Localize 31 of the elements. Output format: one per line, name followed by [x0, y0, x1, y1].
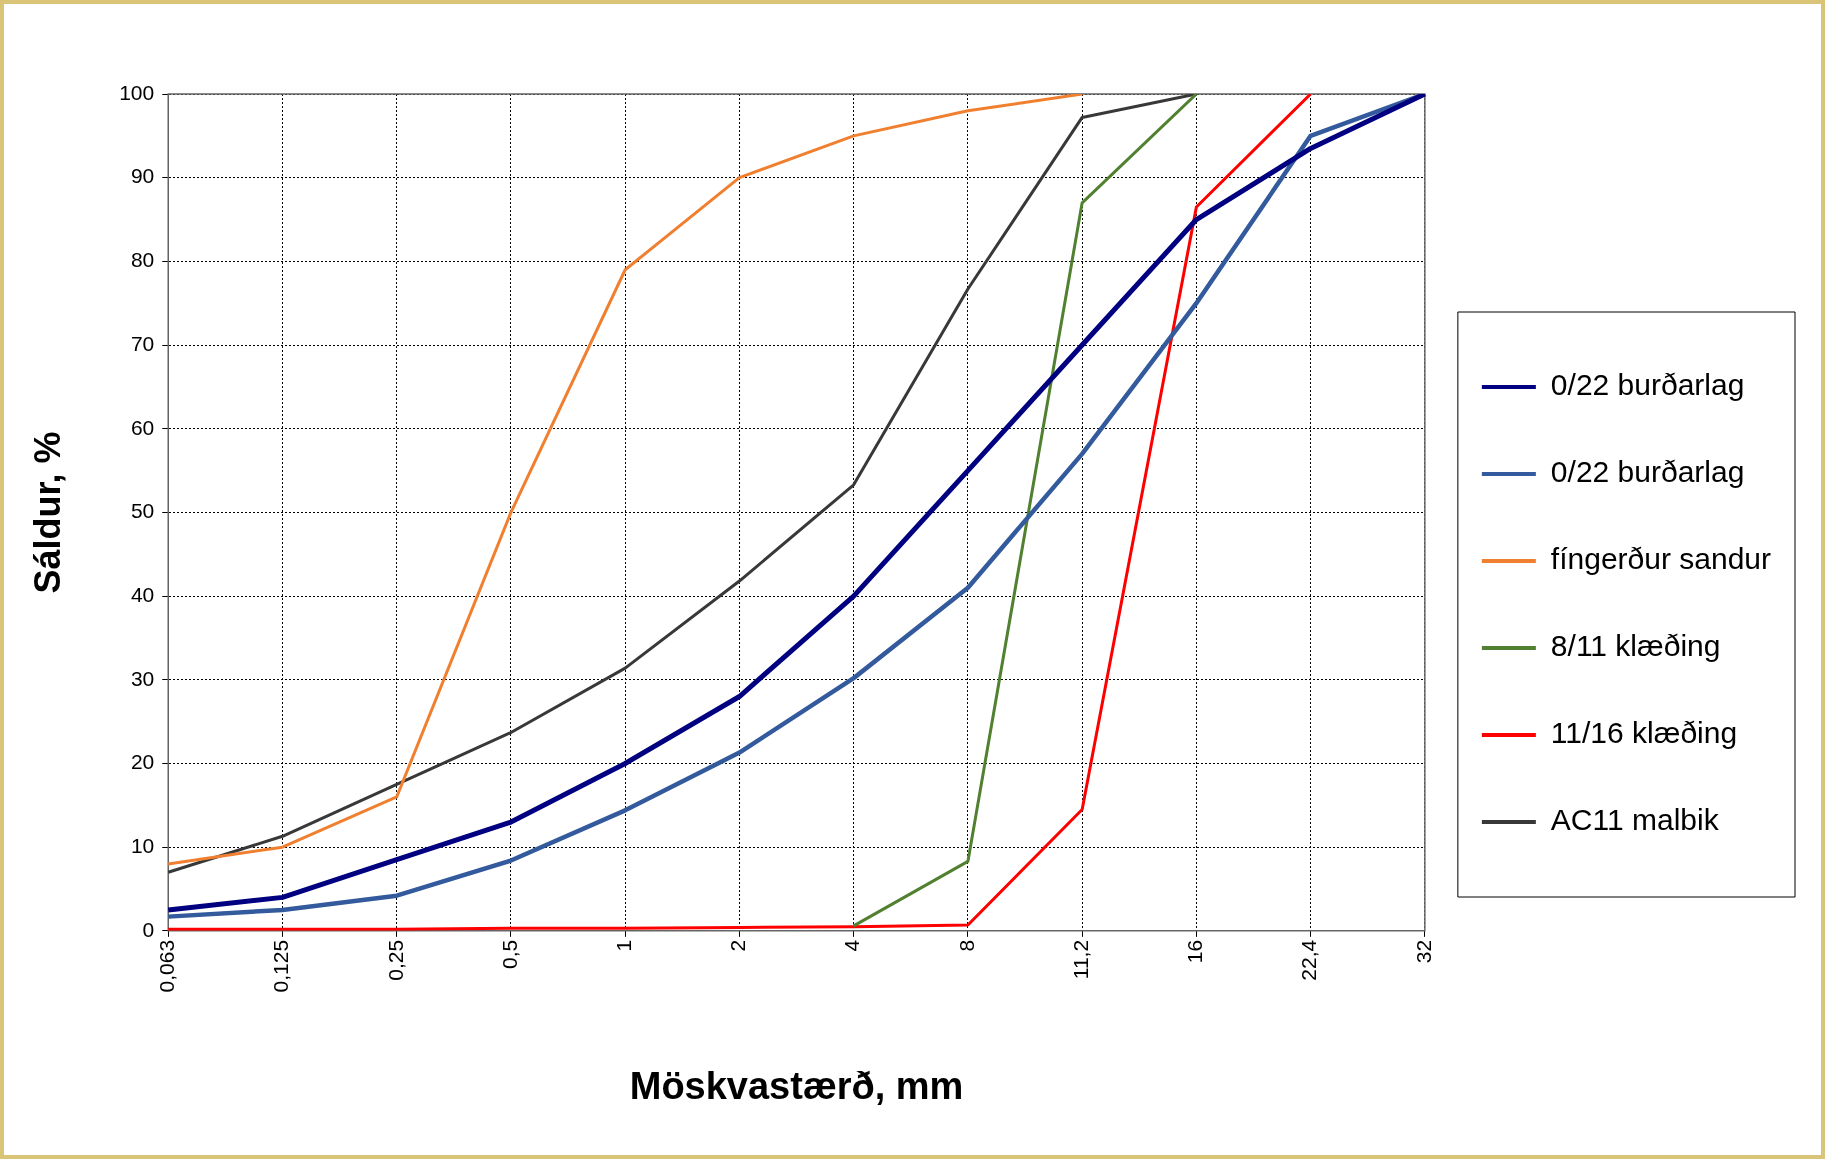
y-tick-label: 100 — [119, 80, 155, 104]
y-tick-label: 70 — [130, 331, 155, 355]
legend-label: 8/11 klæðing — [1550, 629, 1721, 663]
legend-label: 11/16 klæðing — [1550, 716, 1738, 750]
x-tick-label: 22,4 — [1297, 939, 1321, 981]
legend-label: 0/22 burðarlag — [1550, 455, 1745, 489]
x-tick-label: 2 — [726, 939, 750, 952]
y-tick-label: 60 — [130, 415, 155, 439]
x-tick-label: 0,125 — [269, 939, 293, 993]
x-tick-label: 16 — [1183, 939, 1207, 964]
legend-label: AC11 malbik — [1550, 803, 1720, 837]
y-tick-label: 10 — [130, 833, 155, 857]
y-tick-label: 20 — [130, 750, 155, 774]
x-tick-label: 8 — [954, 939, 978, 952]
y-tick-label: 30 — [130, 666, 155, 690]
y-tick-label: 40 — [130, 582, 155, 606]
legend-label: 0/22 burðarlag — [1550, 368, 1745, 402]
x-tick-label: 32 — [1411, 939, 1435, 964]
x-tick-label: 4 — [840, 939, 864, 952]
x-tick-label: 0,5 — [497, 939, 521, 970]
y-axis-title: Sáldur, % — [26, 431, 68, 594]
x-axis-title: Möskvastærð, mm — [629, 1064, 964, 1107]
y-tick-label: 90 — [130, 164, 155, 188]
legend-label: fíngerður sandur — [1550, 542, 1772, 576]
x-tick-label: 0,063 — [155, 939, 179, 993]
x-tick-label: 1 — [611, 939, 635, 952]
y-tick-label: 0 — [142, 917, 155, 941]
x-tick-label: 11,2 — [1068, 939, 1092, 980]
y-tick-label: 80 — [130, 248, 155, 272]
y-tick-label: 50 — [130, 499, 155, 523]
x-tick-label: 0,25 — [383, 939, 407, 981]
